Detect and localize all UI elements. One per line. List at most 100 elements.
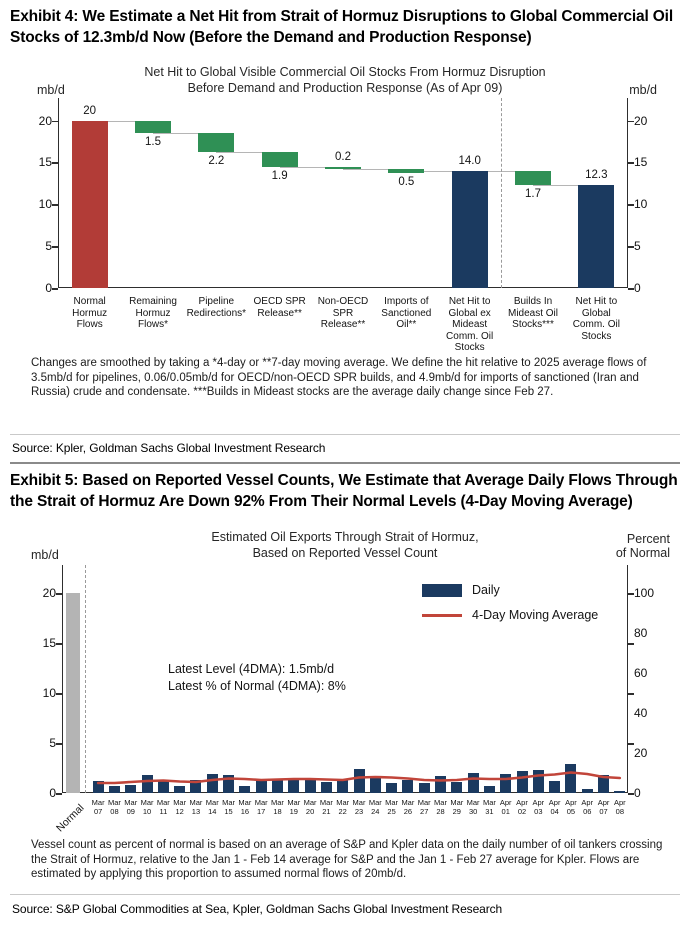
left-axis-tick (56, 643, 62, 645)
daily-bar (288, 779, 300, 793)
legend-label-moving-average: 4-Day Moving Average (472, 608, 599, 622)
left-axis-tick (56, 743, 62, 745)
date-tick-label: Apr 05 (559, 798, 583, 816)
normal-separator-line (85, 565, 86, 793)
date-month: Mar (238, 798, 252, 807)
daily-bar (320, 782, 332, 793)
daily-bar (418, 783, 430, 793)
legend-item-daily: Daily (422, 579, 598, 601)
category-label: Pipeline Redirections* (186, 296, 247, 319)
category-label: Non-OECD SPR Release** (317, 296, 369, 330)
daily-bar (223, 775, 235, 793)
waterfall-connector (153, 133, 217, 135)
date-tick-label: Mar 19 (282, 798, 306, 816)
right-axis-tick-label: 0 (634, 281, 641, 295)
date-month: Mar (124, 798, 138, 807)
left-axis-tick-label: 0 (49, 786, 56, 800)
date-day: 21 (322, 807, 331, 816)
right-axis-tick-label: 20 (634, 746, 648, 760)
date-tick-label: Mar 12 (168, 798, 192, 816)
right-axis-tick (628, 246, 634, 248)
date-month: Mar (107, 798, 121, 807)
left-axis-tick-label: 0 (45, 281, 52, 295)
date-tick-label: Apr 01 (494, 798, 518, 816)
daily-bar (157, 781, 169, 793)
date-day: 15 (224, 807, 233, 816)
daily-bar (598, 775, 610, 793)
daily-bar (92, 781, 104, 793)
daily-bar (386, 783, 398, 793)
date-tick-label: Mar 24 (363, 798, 387, 816)
date-tick-label: Mar 07 (86, 798, 110, 816)
date-day: 05 (566, 807, 576, 816)
category-label: Imports of Sanctioned Oil** (381, 296, 432, 330)
date-tick-label: Apr 02 (510, 798, 534, 816)
date-month: Mar (205, 798, 219, 807)
daily-bar (108, 786, 120, 793)
date-month: Apr (614, 798, 626, 807)
right-axis-tick-label: 5 (634, 239, 641, 254)
date-month: Mar (319, 798, 333, 807)
category-label: Builds In Mideast Oil Stocks*** (507, 296, 558, 330)
left-axis-tick-label: 15 (38, 155, 52, 170)
bottom-axis-line (58, 287, 628, 288)
date-tick-label: Mar 23 (347, 798, 371, 816)
category-label: Remaining Hormuz Flows* (129, 296, 177, 330)
right-axis-tick (628, 593, 634, 595)
date-day: 04 (550, 807, 559, 816)
date-month: Apr (581, 798, 594, 807)
waterfall-connector (406, 170, 470, 172)
waterfall-bar (135, 120, 171, 134)
date-tick-label: Mar 27 (412, 798, 436, 816)
mideast-separator-line (501, 98, 503, 288)
date-day: 28 (436, 807, 445, 816)
date-day: 17 (257, 807, 266, 816)
bar-value-label: 14.0 (458, 154, 481, 167)
bar-line-chart-title: Estimated Oil Exports Through Strait of … (62, 529, 628, 561)
right-axis-tick-label: 100 (634, 586, 655, 600)
waterfall-category-axis: Normal Hormuz Flows Remaining Hormuz Flow… (58, 293, 628, 359)
date-day: 27 (420, 807, 429, 816)
latest-level-annotation: Latest Level (4DMA): 1.5mb/d Latest % of… (168, 662, 346, 693)
daily-bar (516, 771, 528, 793)
left-axis-tick (52, 288, 58, 290)
daily-bar (190, 780, 202, 793)
divider (10, 894, 680, 895)
normal-flow-bar (66, 593, 80, 793)
daily-bar (435, 776, 446, 793)
legend-label-daily: Daily (472, 583, 500, 597)
date-month: Apr (548, 798, 561, 807)
date-day: 31 (485, 807, 494, 816)
date-tick-label: Mar 30 (461, 798, 485, 816)
date-month: Mar (254, 798, 268, 807)
date-day: 06 (583, 807, 592, 816)
left-axis-unit-label: mb/d (37, 83, 65, 97)
daily-bar (402, 780, 414, 793)
waterfall-connector (216, 151, 280, 153)
left-axis-tick (52, 120, 58, 123)
bar-value-label: 1.7 (525, 188, 541, 201)
daily-bar (581, 789, 593, 793)
exhibit-5-source: Source: S&P Global Commodities at Sea, K… (12, 902, 503, 916)
waterfall-connector (469, 170, 533, 172)
date-month: Mar (482, 798, 496, 807)
left-axis-tick-label: 15 (42, 636, 56, 650)
daily-bar (337, 779, 349, 793)
chart-legend: Daily 4-Day Moving Average (422, 579, 598, 626)
date-day: 13 (191, 807, 201, 816)
date-day: 26 (403, 807, 413, 816)
date-month: Apr (532, 798, 545, 807)
left-axis-unit-label: mb/d (31, 548, 59, 562)
date-tick-label: Apr 06 (575, 798, 599, 816)
left-axis-tick-label: 20 (38, 113, 52, 128)
right-axis-tick-label: 40 (634, 706, 648, 720)
daily-bar (532, 770, 544, 793)
category-label: Net Hit to Global Comm. Oil Stocks (572, 296, 620, 342)
daily-bar (206, 774, 218, 793)
date-day: 08 (110, 807, 119, 816)
daily-bar (304, 778, 316, 793)
date-month: Mar (385, 798, 399, 807)
date-month: Mar (156, 798, 170, 807)
left-axis-tick-label: 20 (42, 586, 56, 600)
